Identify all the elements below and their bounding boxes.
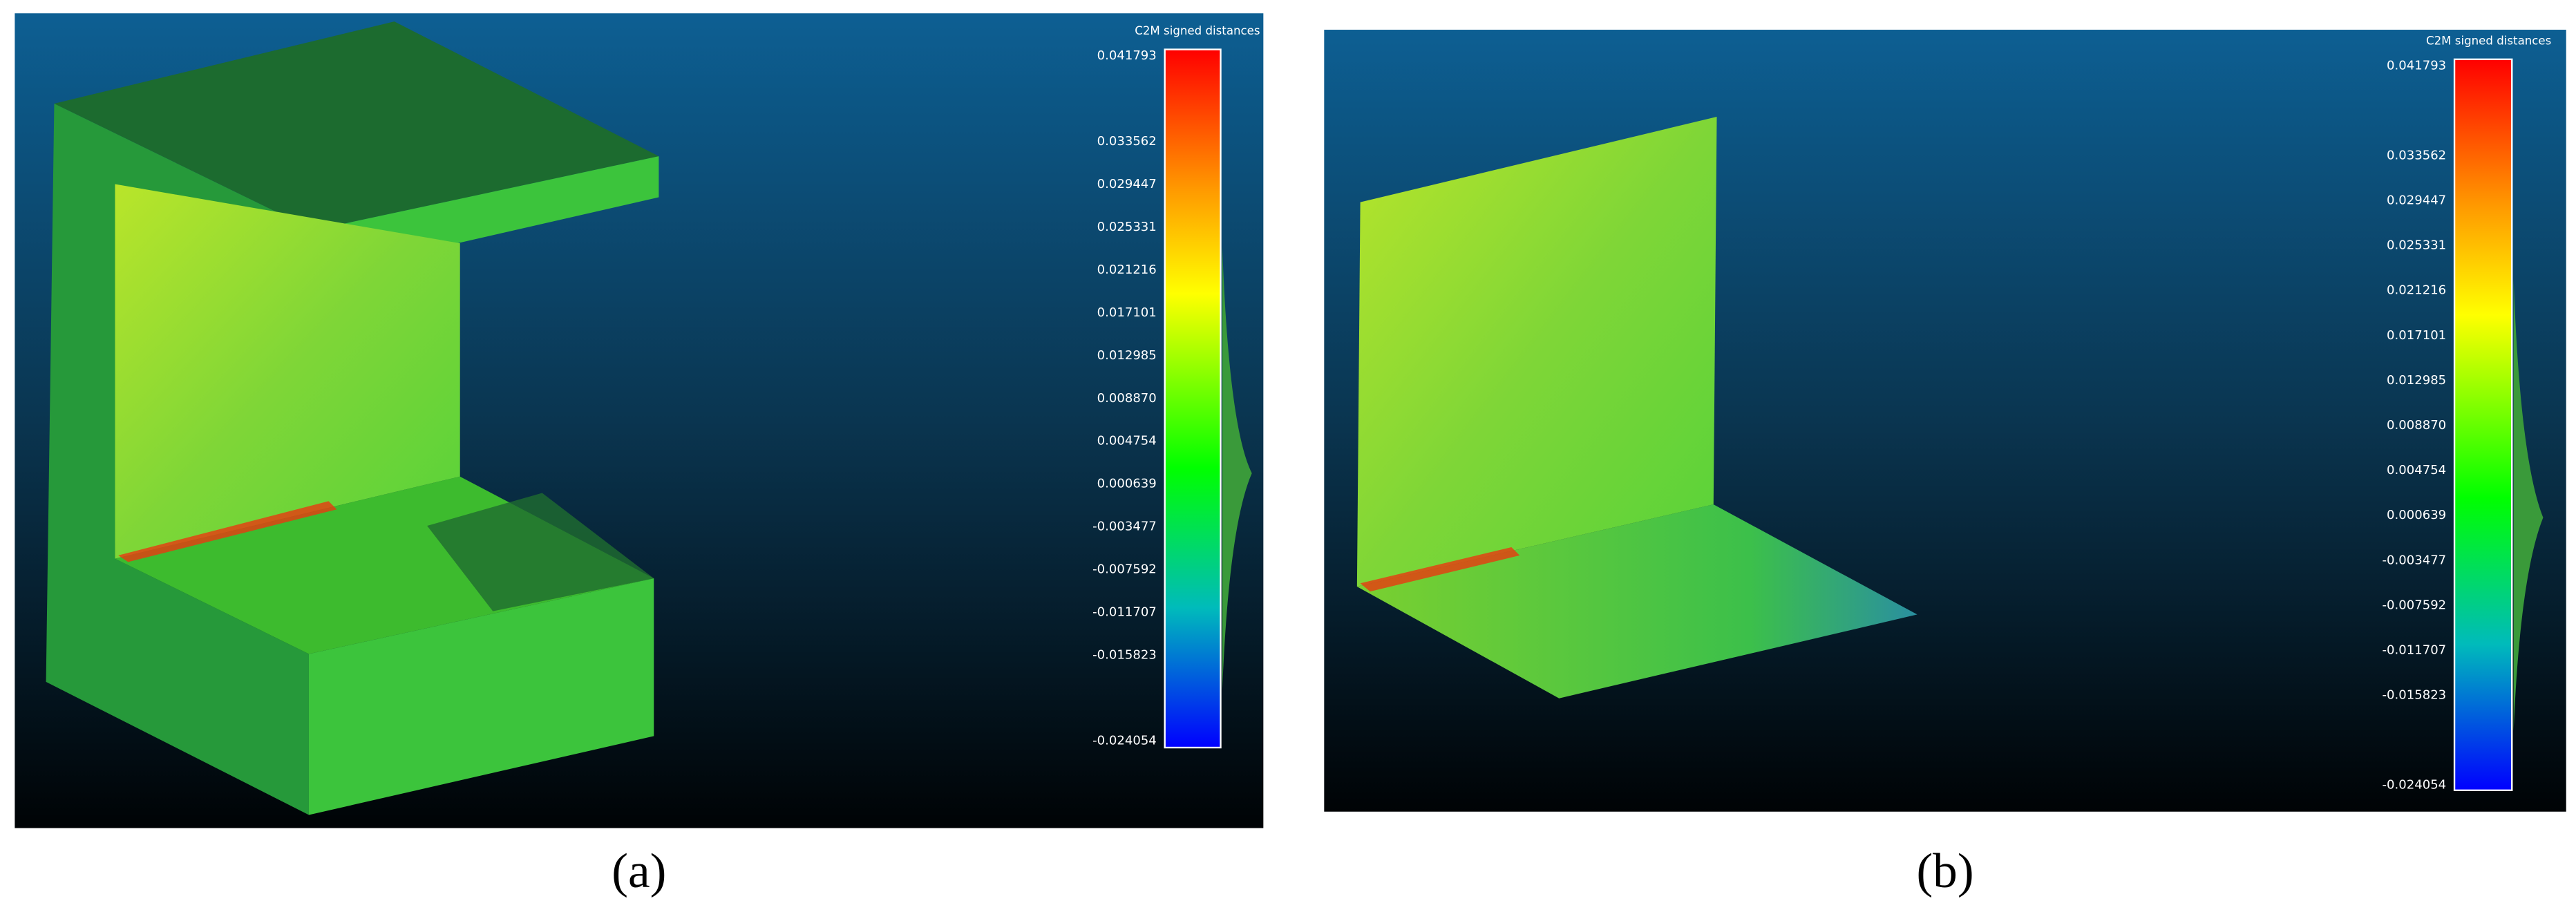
scale-label: -0.015823 <box>1092 648 1157 663</box>
scale-label: -0.003477 <box>2383 553 2447 567</box>
color-bar <box>2453 58 2513 792</box>
scale-label: 0.029447 <box>1097 177 1157 191</box>
scale-label: 0.025331 <box>2387 238 2446 253</box>
histogram <box>2513 279 2544 732</box>
panel-b <box>1324 30 2566 812</box>
scale-label: -0.011707 <box>2383 643 2447 657</box>
scale-label: -0.007592 <box>1092 562 1157 577</box>
caption: (a) <box>612 844 666 898</box>
base-shade <box>427 493 654 611</box>
scale-label: 0.004754 <box>1097 434 1157 448</box>
slab-top <box>54 21 659 231</box>
color-bar <box>1164 48 1222 749</box>
scale-label: 0.004754 <box>2387 463 2446 477</box>
base-front <box>308 578 654 815</box>
scale-label: -0.024054 <box>2383 778 2447 792</box>
scale-label: -0.024054 <box>1092 734 1157 748</box>
scale-label: 0.025331 <box>1097 220 1157 234</box>
scale-label: 0.033562 <box>1097 134 1157 149</box>
scale-label: 0.021216 <box>2387 283 2446 298</box>
scale-title: C2M signed distances <box>1135 24 1260 37</box>
scale-label: 0.033562 <box>2387 149 2446 163</box>
scale-label: 0.029447 <box>2387 193 2446 208</box>
histogram <box>1222 246 1252 690</box>
scale-label: 0.008870 <box>2387 418 2446 433</box>
scale-label: 0.008870 <box>1097 391 1157 406</box>
scale-label: 0.000639 <box>1097 477 1157 491</box>
scale-label: -0.003477 <box>1092 520 1157 534</box>
point-cloud-floor <box>1356 504 1917 699</box>
scale-label: 0.012985 <box>1097 348 1157 363</box>
point-cloud-wall <box>1356 117 1717 587</box>
scale-label: 0.012985 <box>2387 373 2446 388</box>
caption: (b) <box>1916 844 1973 898</box>
scale-label: -0.011707 <box>1092 605 1157 620</box>
pillar <box>46 104 314 815</box>
scale-label: 0.021216 <box>1097 263 1157 277</box>
scale-label: 0.000639 <box>2387 508 2446 522</box>
scale-label: -0.007592 <box>2383 598 2447 612</box>
panel-a <box>15 13 1264 828</box>
scale-label: 0.041793 <box>1097 48 1157 63</box>
scale-label: -0.015823 <box>2383 688 2447 703</box>
scale-label: 0.017101 <box>2387 328 2446 343</box>
edge-strip <box>1360 547 1520 592</box>
point-cloud-wall <box>115 184 460 559</box>
edge-strip <box>118 501 337 562</box>
scale-title: C2M signed distances <box>2426 34 2551 47</box>
scale-label: 0.041793 <box>2387 58 2446 73</box>
scale-label: 0.017101 <box>1097 305 1157 320</box>
